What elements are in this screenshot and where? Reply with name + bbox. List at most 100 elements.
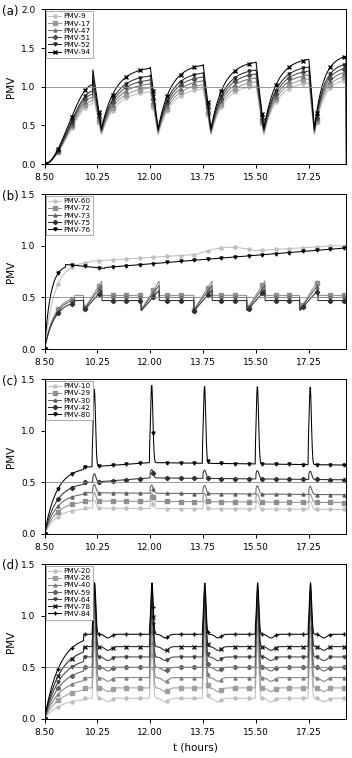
Line: PMV-72: PMV-72 <box>43 280 348 350</box>
PMV-10 <box>176 504 180 513</box>
PMV-76 <box>344 243 348 252</box>
Line: PMV-60: PMV-60 <box>43 244 348 350</box>
PMV-52 <box>73 108 77 117</box>
PMV-30 <box>73 491 77 500</box>
PMV-40 <box>344 673 348 682</box>
PMV-10 <box>92 496 96 505</box>
PMV-26 <box>73 688 77 697</box>
Line: PMV-42: PMV-42 <box>43 468 348 535</box>
PMV-72 <box>164 291 169 300</box>
Line: PMV-20: PMV-20 <box>43 640 348 720</box>
Line: PMV-30: PMV-30 <box>43 483 348 535</box>
PMV-78 <box>344 642 348 651</box>
PMV-29 <box>284 498 288 507</box>
PMV-72 <box>283 291 288 300</box>
Line: PMV-26: PMV-26 <box>43 625 348 720</box>
PMV-26 <box>278 684 282 693</box>
PMV-78 <box>278 642 282 651</box>
PMV-72 <box>278 291 282 300</box>
PMV-59 <box>308 596 313 605</box>
PMV-42 <box>284 475 288 484</box>
PMV-42 <box>176 474 180 483</box>
PMV-94 <box>250 58 254 67</box>
Y-axis label: PMV: PMV <box>6 631 15 653</box>
PMV-84 <box>283 630 288 639</box>
PMV-40 <box>164 676 169 685</box>
PMV-20 <box>175 694 180 703</box>
PMV-72 <box>250 297 254 306</box>
PMV-75 <box>316 286 320 295</box>
PMV-60 <box>344 241 348 250</box>
PMV-26 <box>42 714 46 723</box>
PMV-47 <box>278 86 282 95</box>
PMV-20 <box>164 697 169 706</box>
PMV-29 <box>250 497 254 506</box>
PMV-76 <box>42 344 46 353</box>
PMV-29 <box>92 488 96 497</box>
PMV-64 <box>73 660 77 669</box>
PMV-51 <box>164 99 169 108</box>
PMV-51 <box>344 160 348 169</box>
PMV-26 <box>344 684 348 693</box>
PMV-60 <box>175 251 180 260</box>
PMV-30 <box>284 490 288 499</box>
PMV-94 <box>164 92 169 102</box>
PMV-60 <box>164 252 169 261</box>
Text: (d): (d) <box>2 559 19 572</box>
Line: PMV-75: PMV-75 <box>43 289 348 350</box>
PMV-59 <box>283 662 288 672</box>
PMV-17 <box>283 83 288 92</box>
PMV-52 <box>250 66 254 75</box>
PMV-51 <box>278 82 282 91</box>
PMV-78 <box>164 646 169 655</box>
PMV-9 <box>344 160 348 169</box>
PMV-30 <box>165 489 169 498</box>
PMV-64 <box>344 653 348 662</box>
Line: PMV-80: PMV-80 <box>43 384 348 535</box>
PMV-47 <box>164 102 169 111</box>
PMV-94 <box>283 66 288 75</box>
PMV-78 <box>42 714 46 723</box>
PMV-60 <box>278 245 282 254</box>
PMV-78 <box>175 642 180 651</box>
PMV-80 <box>73 468 77 477</box>
PMV-94 <box>175 74 180 83</box>
PMV-10 <box>284 505 288 514</box>
PMV-30 <box>278 490 282 499</box>
PMV-52 <box>344 160 348 169</box>
PMV-78 <box>250 642 254 651</box>
PMV-10 <box>42 529 46 538</box>
PMV-47 <box>344 160 348 169</box>
PMV-30 <box>42 529 46 538</box>
PMV-80 <box>250 459 254 468</box>
PMV-29 <box>278 497 282 506</box>
PMV-29 <box>176 497 180 506</box>
PMV-84 <box>278 630 282 639</box>
PMV-51 <box>250 70 254 80</box>
PMV-73 <box>250 299 254 308</box>
PMV-40 <box>283 673 288 682</box>
PMV-84 <box>250 630 254 639</box>
Line: PMV-76: PMV-76 <box>43 246 348 350</box>
PMV-84 <box>308 578 313 587</box>
Y-axis label: PMV: PMV <box>6 446 15 468</box>
PMV-60 <box>283 244 288 253</box>
PMV-26 <box>175 684 180 693</box>
PMV-73 <box>278 293 282 302</box>
PMV-20 <box>73 697 77 706</box>
PMV-73 <box>344 293 348 302</box>
PMV-52 <box>278 79 282 88</box>
Legend: PMV-9, PMV-17, PMV-47, PMV-51, PMV-52, PMV-94: PMV-9, PMV-17, PMV-47, PMV-51, PMV-52, P… <box>46 11 93 58</box>
PMV-80 <box>278 459 282 468</box>
PMV-40 <box>42 714 46 723</box>
Line: PMV-59: PMV-59 <box>43 599 348 720</box>
PMV-64 <box>175 653 180 662</box>
PMV-17 <box>164 105 169 114</box>
PMV-26 <box>164 687 169 696</box>
PMV-64 <box>250 653 254 662</box>
PMV-17 <box>250 78 254 87</box>
PMV-78 <box>283 642 288 651</box>
PMV-9 <box>175 93 180 102</box>
PMV-59 <box>344 662 348 672</box>
Line: PMV-78: PMV-78 <box>43 588 348 720</box>
